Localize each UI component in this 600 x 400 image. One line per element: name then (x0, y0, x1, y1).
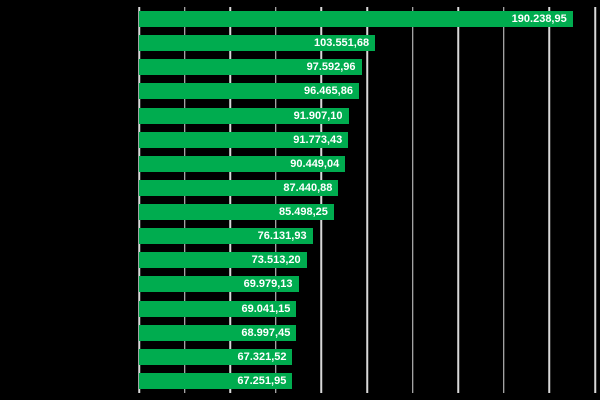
bar-value-label: 90.449,04 (290, 157, 340, 170)
bar: 96.465,86 (139, 83, 359, 100)
bar-row: 69.041,15 (139, 297, 595, 321)
bar-row: 76.131,93 (139, 224, 595, 248)
bar-row: 85.498,25 (139, 200, 595, 224)
bar: 67.321,52 (139, 348, 293, 365)
bar: 68.997,45 (139, 324, 297, 341)
bar-row: 68.997,45 (139, 321, 595, 345)
bar-row: 90.449,04 (139, 152, 595, 176)
bar-value-label: 103.551,68 (314, 37, 370, 50)
bar-row: 190.238,95 (139, 7, 595, 31)
gridline (457, 7, 459, 393)
bar-row: 91.773,43 (139, 128, 595, 152)
bar-row: 69.979,13 (139, 272, 595, 296)
bar-row: 67.251,95 (139, 369, 595, 393)
bar-row: 96.465,86 (139, 79, 595, 103)
bar-row: 73.513,20 (139, 248, 595, 272)
gridline (503, 7, 505, 393)
bar-value-label: 85.498,25 (278, 206, 328, 219)
bar: 69.041,15 (139, 300, 297, 317)
bar-value-label: 97.592,96 (306, 61, 356, 74)
gridline (548, 7, 551, 393)
bar: 190.238,95 (139, 11, 573, 28)
value-axis-line (138, 7, 140, 393)
bar: 69.979,13 (139, 276, 299, 293)
bar-row: 67.321,52 (139, 345, 595, 369)
bar: 91.773,43 (139, 131, 349, 148)
gridline (275, 7, 277, 393)
bar-value-label: 76.131,93 (257, 230, 307, 243)
bar-value-label: 87.440,88 (283, 181, 333, 194)
bar: 91.907,10 (139, 107, 349, 124)
bars-layer: 190.238,95 103.551,68 97.592,96 96.465,86 91… (139, 7, 595, 393)
bar: 90.449,04 (139, 155, 346, 172)
gridline (411, 7, 414, 393)
bar-value-label: 73.513,20 (251, 254, 301, 267)
bar: 67.251,95 (139, 372, 293, 389)
bar-row: 103.551,68 (139, 31, 595, 55)
bar-value-label: 69.979,13 (243, 278, 293, 291)
bar-value-label: 96.465,86 (304, 85, 353, 98)
bar-row: 91.907,10 (139, 104, 595, 128)
gridline (366, 7, 368, 393)
gridline (594, 7, 596, 393)
bar: 87.440,88 (139, 179, 339, 196)
bar: 76.131,93 (139, 228, 313, 245)
gridline (229, 7, 231, 393)
plot-area: 190.238,95 103.551,68 97.592,96 96.465,86 91… (138, 7, 596, 393)
bar: 97.592,96 (139, 59, 362, 76)
gridline (320, 7, 323, 393)
bar-value-label: 91.907,10 (293, 109, 343, 122)
bar-value-label: 68.997,45 (241, 326, 291, 339)
bar: 85.498,25 (139, 204, 334, 221)
gridlines-layer (138, 7, 596, 393)
bar-value-label: 67.251,95 (237, 374, 287, 387)
bar-value-label: 67.321,52 (237, 350, 287, 363)
bar-row: 97.592,96 (139, 55, 595, 79)
bar: 103.551,68 (139, 35, 376, 52)
bar: 73.513,20 (139, 252, 307, 269)
bar-value-label: 190.238,95 (511, 13, 567, 26)
gridline (183, 7, 186, 393)
bar-row: 87.440,88 (139, 176, 595, 200)
bar-value-label: 91.773,43 (293, 133, 343, 146)
bar-value-label: 69.041,15 (241, 302, 291, 315)
